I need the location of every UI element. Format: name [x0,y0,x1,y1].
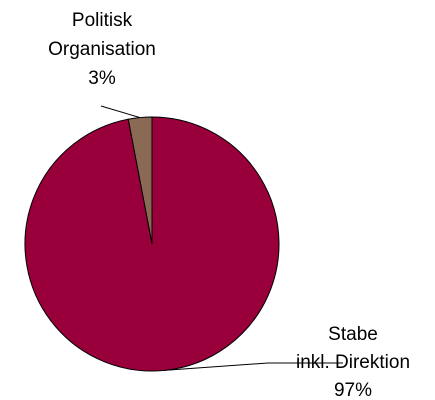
leader-line [100,105,141,119]
slice-percent-label: 3% [88,68,116,89]
slice-percent-label: 97% [334,380,372,400]
leader-lines [100,105,343,371]
label-stabe-inkl-direktion: Stabe inkl. Direktion 97% [296,324,410,400]
leader-line [163,362,343,371]
pie-slices [24,116,280,372]
slice-label-line: Stabe [328,324,378,345]
pie-slice [24,116,280,372]
label-politisk-organisation: Politisk Organisation 3% [48,10,156,89]
slice-label-line: inkl. Direktion [296,352,410,373]
slice-label-line: Politisk [72,10,133,31]
slice-label-line: Organisation [48,39,156,60]
